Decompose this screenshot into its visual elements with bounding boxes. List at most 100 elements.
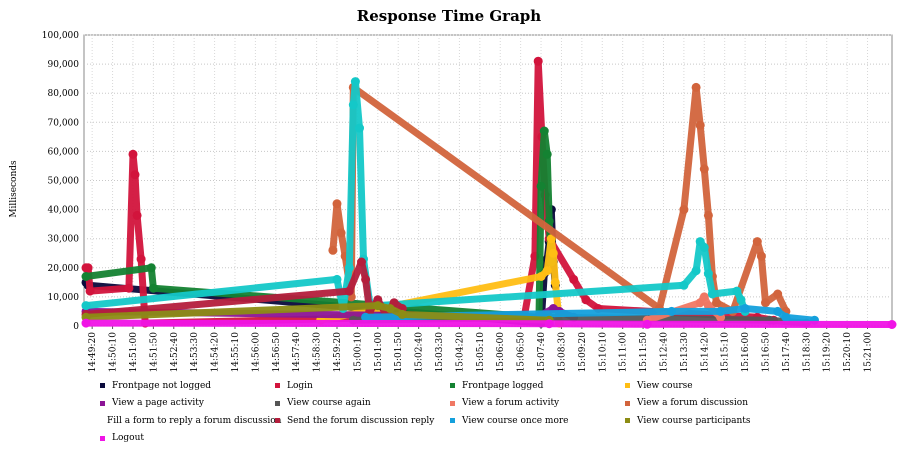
x-tick-label: 15:11:50 [639, 332, 649, 373]
y-tick-label: 80,000 [48, 89, 80, 99]
x-tick-label: 15:17:40 [782, 332, 792, 373]
data-point [344, 286, 354, 296]
data-point [667, 306, 677, 316]
data-point [132, 210, 142, 220]
x-tick-label: 15:08:30 [557, 332, 567, 373]
chart-title: Response Time Graph [357, 7, 541, 25]
y-tick-label: 90,000 [48, 60, 80, 70]
legend-label: Logout [112, 433, 144, 444]
data-point [385, 304, 395, 313]
legend-item: View course participants [625, 412, 800, 430]
legend-item: Logout [100, 430, 275, 448]
x-tick-label: 14:51:50 [149, 332, 159, 373]
x-tick-label: 15:05:10 [476, 332, 486, 373]
data-point [148, 283, 158, 293]
legend-item: Fill a form to reply a forum discussion [100, 412, 281, 430]
series-line [82, 319, 896, 328]
x-tick-label: 15:03:30 [435, 332, 445, 373]
legend-swatch [100, 383, 105, 389]
data-point [81, 272, 91, 281]
data-point [539, 126, 549, 136]
data-point [83, 263, 93, 273]
y-tick-label: 10,000 [48, 293, 80, 303]
data-point [569, 274, 579, 284]
data-point [887, 320, 897, 329]
x-tick-label: 14:56:00 [251, 332, 261, 373]
legend-swatch [450, 383, 455, 389]
data-point [397, 309, 407, 319]
x-tick-label: 14:58:30 [313, 332, 323, 373]
data-point [336, 228, 346, 238]
x-tick-label: 15:00:10 [353, 332, 363, 373]
x-tick-label: 14:57:40 [292, 332, 302, 373]
y-tick-label: 50,000 [48, 177, 80, 187]
x-tick-label: 15:10:10 [598, 332, 608, 373]
legend-item: View a page activity [100, 395, 275, 413]
series-layer [81, 56, 897, 329]
data-point [536, 181, 546, 191]
legend-swatch [625, 400, 630, 406]
legend-label: View a forum activity [462, 398, 560, 409]
legend-label: View course once more [462, 415, 569, 426]
legend-item: Frontpage not logged [100, 377, 275, 395]
y-tick-label: 60,000 [48, 147, 80, 157]
series-10 [361, 304, 819, 325]
legend-label: View course participants [637, 415, 751, 426]
x-tick-label: 15:12:40 [659, 332, 669, 373]
series-11 [81, 301, 554, 325]
data-point [548, 248, 558, 258]
data-point [703, 210, 713, 220]
legend-item: Send the forum discussion reply [275, 412, 450, 430]
x-tick-label: 14:55:10 [231, 332, 241, 373]
x-tick-label: 15:13:30 [680, 332, 690, 373]
x-tick-label: 15:01:00 [374, 332, 384, 373]
data-point [691, 266, 701, 276]
data-point [550, 277, 560, 287]
data-point [752, 237, 762, 247]
data-point [85, 286, 95, 296]
data-point [712, 298, 721, 308]
data-point [716, 306, 726, 316]
x-tick-label: 15:20:10 [843, 332, 853, 373]
data-point [373, 301, 383, 311]
legend-label: View course again [287, 398, 371, 409]
x-tick-label: 14:56:50 [272, 332, 282, 373]
data-point [355, 123, 364, 133]
legend-label: View course [637, 380, 693, 391]
data-point [736, 295, 746, 305]
legend-item: View course again [275, 395, 450, 413]
data-point [81, 301, 91, 311]
legend-swatch [450, 418, 455, 424]
x-tick-label: 15:01:50 [394, 332, 404, 373]
legend-swatch [450, 400, 455, 406]
legend-item: View a forum discussion [625, 395, 800, 413]
data-point [691, 82, 701, 92]
data-point [361, 274, 371, 284]
x-tick-label: 15:19:20 [823, 332, 833, 373]
legend-swatch [100, 435, 105, 441]
x-tick-label: 15:06:50 [517, 332, 527, 373]
data-point [544, 319, 554, 329]
x-tick-label: 15:15:10 [721, 332, 731, 373]
x-tick-label: 15:04:20 [455, 332, 465, 373]
legend: Frontpage not logged Login Frontpage logge… [100, 377, 890, 447]
x-tick-label: 15:06:00 [496, 332, 506, 373]
data-point [124, 283, 134, 293]
legend-swatch [275, 418, 280, 424]
x-tick-label: 14:52:40 [170, 332, 180, 373]
data-point [81, 318, 91, 328]
y-tick-label: 0 [73, 322, 79, 332]
x-tick-label: 15:16:00 [741, 332, 751, 373]
legend-item: Login [275, 377, 450, 395]
legend-item: View course [625, 377, 800, 395]
data-point [732, 286, 742, 296]
legend-item: View course once more [450, 412, 625, 430]
x-tick-label: 14:59:20 [333, 332, 343, 373]
data-point [679, 205, 689, 215]
legend-item: Frontpage logged [450, 377, 625, 395]
legend-label: Fill a form to reply a forum discussion [107, 415, 282, 426]
legend-label: Frontpage logged [462, 380, 544, 391]
x-tick-label: 15:21:00 [864, 332, 874, 373]
data-point [707, 289, 717, 299]
